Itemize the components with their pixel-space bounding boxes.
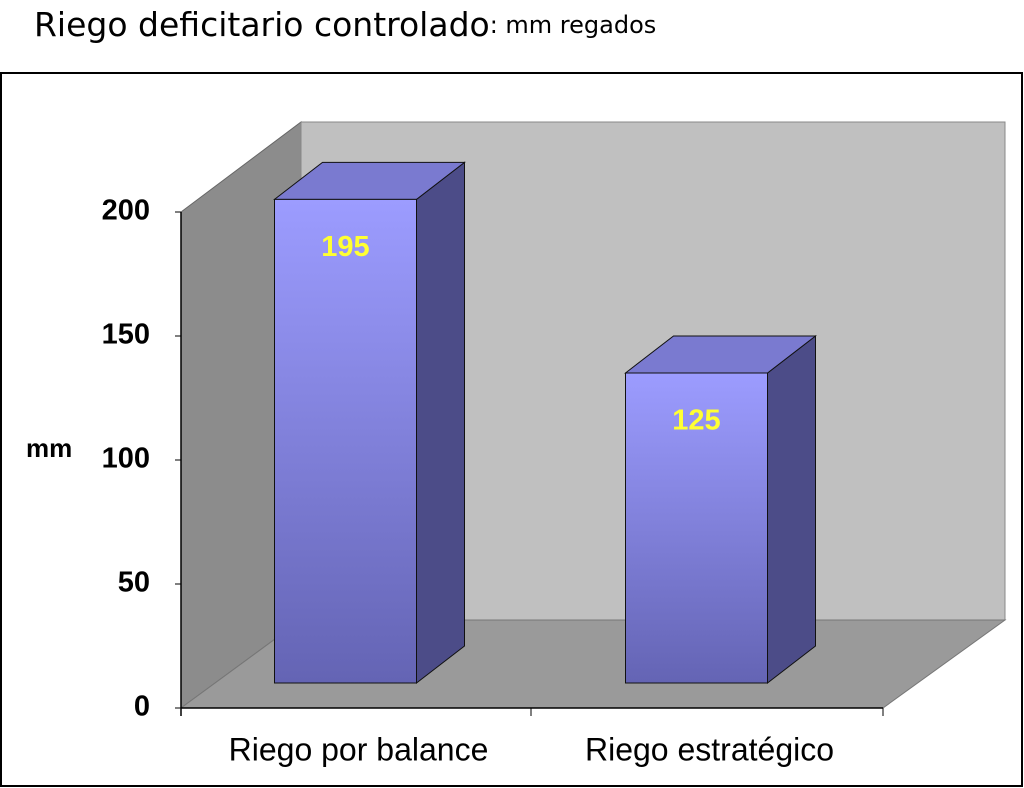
x-tick-label: Riego por balance	[229, 731, 489, 767]
y-tick-label: 100	[102, 443, 150, 475]
bar-side	[767, 334, 816, 685]
bar	[274, 198, 417, 684]
title-main: Riego deficitario controlado	[34, 5, 490, 44]
y-tick-label: 50	[118, 567, 150, 599]
title-sub: : mm regados	[490, 11, 657, 39]
x-tick-label: Riego estratégico	[585, 731, 834, 767]
data-label: 125	[672, 405, 720, 437]
y-tick-label: 0	[134, 691, 150, 723]
bar	[625, 372, 768, 684]
y-tick-label: 150	[102, 319, 150, 351]
y-axis-label: mm	[26, 433, 72, 463]
y-tick-label: 200	[102, 195, 150, 227]
bar-side	[416, 161, 465, 685]
data-label: 195	[321, 231, 369, 263]
chart-title: Riego deficitario controlado: mm regados	[34, 5, 656, 44]
